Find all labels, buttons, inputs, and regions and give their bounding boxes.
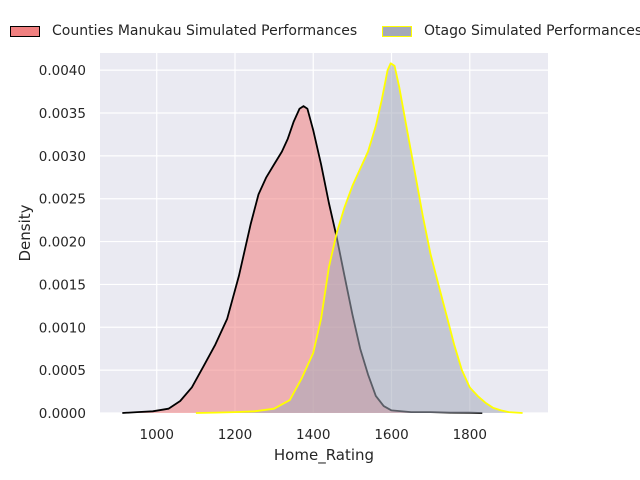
y-tick-label: 0.0015	[39, 277, 86, 293]
x-tick-label: 1600	[374, 427, 408, 443]
x-tick-label: 1000	[140, 427, 174, 443]
density-area-series-0	[122, 106, 483, 413]
y-tick-label: 0.0005	[39, 363, 86, 379]
y-tick-label: 0.0025	[39, 192, 86, 208]
x-axis-label: Home_Rating	[274, 446, 374, 465]
x-tick-label: 1200	[218, 427, 252, 443]
density-line-series-1	[195, 62, 523, 414]
y-tick-label: 0.0040	[39, 63, 86, 79]
y-axis-label: Density	[16, 204, 34, 261]
legend-label-counties-manukau: Counties Manukau Simulated Performances	[52, 23, 358, 39]
legend-item-otago: Otago Simulated Performances	[382, 20, 640, 42]
legend-swatch-counties-manukau	[10, 25, 40, 37]
tick-labels: 1000 1200 1400 1600 1800 0.0000 0.0005 0.0010 0.…	[39, 63, 487, 443]
legend-item-counties-manukau: Counties Manukau Simulated Performances	[10, 20, 357, 42]
y-tick-label: 0.0030	[39, 149, 86, 165]
legend-label-otago: Otago Simulated Performances	[424, 23, 640, 39]
y-tick-label: 0.0000	[39, 406, 86, 422]
legend: Counties Manukau Simulated Performances …	[0, 20, 640, 42]
y-tick-label: 0.0020	[39, 235, 86, 251]
legend-swatch-otago	[382, 25, 412, 37]
x-tick-label: 1800	[453, 427, 487, 443]
y-tick-label: 0.0010	[39, 320, 86, 336]
density-series	[122, 62, 523, 414]
x-tick-label: 1400	[296, 427, 330, 443]
density-area-series-1	[195, 63, 523, 414]
y-tick-label: 0.0035	[39, 106, 86, 122]
